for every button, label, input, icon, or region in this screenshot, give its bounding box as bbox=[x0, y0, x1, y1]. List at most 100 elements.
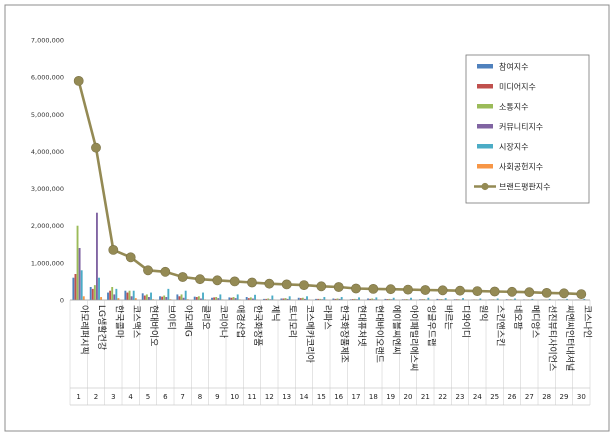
bar bbox=[444, 298, 447, 300]
category-label: 토니모리 bbox=[287, 305, 298, 338]
bar bbox=[78, 248, 81, 300]
bar bbox=[479, 298, 482, 300]
bar bbox=[514, 298, 516, 300]
line-point bbox=[125, 252, 136, 263]
bar bbox=[288, 296, 291, 300]
category-label: 바르는 bbox=[443, 305, 454, 330]
legend-swatch bbox=[477, 164, 493, 169]
bar bbox=[167, 288, 170, 300]
line-series-group bbox=[73, 76, 587, 299]
category-label: 코스맥스 bbox=[131, 305, 142, 338]
line-point bbox=[108, 244, 119, 255]
line-point bbox=[351, 283, 361, 294]
bar bbox=[548, 298, 551, 300]
bar bbox=[117, 298, 120, 300]
bar bbox=[165, 297, 168, 300]
category-label: 아이패밀리에스씨 bbox=[408, 305, 420, 371]
rank-label: 17 bbox=[352, 393, 361, 401]
bar bbox=[100, 297, 103, 300]
legend-label: 사회공헌지수 bbox=[499, 163, 543, 172]
line-point bbox=[403, 284, 413, 295]
category-label: 아모레퍼시픽 bbox=[79, 305, 90, 355]
bar bbox=[367, 298, 369, 300]
bar bbox=[317, 298, 320, 300]
category-label: 현대바이오 bbox=[148, 305, 159, 346]
line-point bbox=[177, 272, 188, 282]
bar bbox=[252, 298, 254, 300]
bar bbox=[91, 288, 94, 300]
bar bbox=[297, 297, 300, 300]
bar bbox=[143, 295, 146, 300]
bar bbox=[265, 298, 268, 300]
line-point bbox=[524, 287, 535, 298]
legend-swatch bbox=[477, 104, 493, 109]
legend-label: 참여지수 bbox=[499, 62, 528, 72]
bar bbox=[304, 298, 306, 300]
category-label: 코리아나 bbox=[217, 305, 228, 338]
bar bbox=[423, 299, 426, 300]
bar bbox=[282, 298, 285, 300]
bar bbox=[219, 294, 222, 300]
bar bbox=[286, 298, 289, 300]
bar bbox=[531, 298, 534, 300]
bar bbox=[336, 298, 339, 300]
rank-label: 13 bbox=[282, 393, 291, 401]
line-point bbox=[316, 281, 327, 292]
x-axis: 아모레퍼시픽 LG생활건강 한국콜마 코스맥스 현대바이오 브이티 아모레G 클리오 코리아나 애… bbox=[69, 299, 592, 406]
line-point bbox=[212, 275, 223, 286]
bar bbox=[245, 297, 248, 300]
bar bbox=[113, 294, 116, 300]
bar bbox=[202, 292, 204, 300]
bar bbox=[98, 277, 100, 300]
bar bbox=[375, 297, 378, 300]
line-point bbox=[281, 279, 292, 290]
bar bbox=[338, 298, 341, 300]
bar bbox=[182, 297, 185, 300]
legend-label: 커뮤니티지수 bbox=[499, 122, 543, 132]
bar bbox=[386, 299, 389, 300]
rank-label: 27 bbox=[525, 393, 534, 401]
category-label: 잉글우드랩 bbox=[425, 305, 437, 346]
bar bbox=[232, 297, 235, 300]
line-point bbox=[437, 285, 448, 296]
rank-label: 28 bbox=[542, 393, 551, 401]
bar bbox=[440, 299, 443, 300]
bar bbox=[193, 296, 196, 300]
category-label: 네오팜 bbox=[512, 305, 523, 330]
bar bbox=[299, 298, 302, 300]
legend-label: 브랜드평판지수 bbox=[499, 182, 551, 192]
category-label: 메디앙스 bbox=[529, 305, 541, 338]
legend-swatch bbox=[477, 144, 493, 149]
rank-label: 24 bbox=[473, 393, 482, 401]
rank-label: 30 bbox=[577, 393, 586, 401]
category-label: 아모레G bbox=[183, 305, 194, 337]
bar bbox=[388, 298, 391, 300]
category-label: 코스나인 bbox=[581, 305, 592, 338]
line-point bbox=[489, 286, 500, 297]
category-label: 원익 bbox=[477, 305, 489, 322]
bar bbox=[334, 298, 337, 300]
bar bbox=[410, 297, 412, 300]
bar bbox=[436, 298, 439, 300]
line-point bbox=[91, 142, 101, 153]
bar bbox=[128, 290, 131, 300]
category-label: 씨엔씨인터내셔널 bbox=[564, 305, 575, 371]
bar bbox=[254, 294, 256, 300]
rank-label: 11 bbox=[248, 393, 257, 401]
bar bbox=[263, 298, 265, 300]
rank-label: 23 bbox=[456, 393, 465, 401]
category-label: 선진뷰티사이언스 bbox=[547, 305, 559, 371]
bar bbox=[284, 298, 287, 300]
bar bbox=[496, 298, 499, 300]
bar bbox=[126, 292, 129, 300]
bar bbox=[280, 298, 283, 300]
bar bbox=[132, 290, 135, 300]
category-label: 코스메카코리아 bbox=[304, 305, 315, 364]
bar bbox=[150, 292, 152, 300]
bar bbox=[76, 225, 79, 300]
bar bbox=[236, 294, 239, 300]
line-point bbox=[160, 266, 171, 277]
line-point bbox=[420, 285, 431, 295]
line-point bbox=[559, 288, 569, 299]
